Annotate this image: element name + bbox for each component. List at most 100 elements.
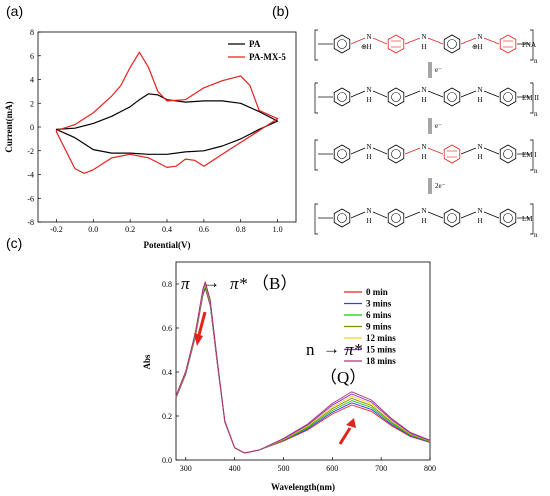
bond <box>460 147 477 155</box>
repeat-subscript: n <box>534 110 538 118</box>
nitrogen-atom: N <box>366 143 371 151</box>
cv-legend: PA PA-MX-5 <box>228 39 286 62</box>
hydrogen-atom: H <box>366 43 371 51</box>
positive-charge: ⊕ <box>361 43 367 51</box>
uvvis-ylabel: Abs <box>142 354 152 370</box>
bond <box>404 211 421 219</box>
cv-ytick-label: 2 <box>30 99 34 108</box>
uvvis-series-5 <box>175 282 431 454</box>
hydrogen-atom: H <box>366 96 371 104</box>
legend-label-5: 15 mins <box>366 345 396 355</box>
positive-charge: ⊕ <box>472 43 478 51</box>
uvvis-xtick-label: 400 <box>229 464 241 473</box>
bond <box>427 211 444 219</box>
legend-label-4: 12 mins <box>366 333 396 343</box>
cv-xtick-label: 1.0 <box>273 225 283 234</box>
bond <box>460 90 477 98</box>
uvvis-xlabel: Wavelength(nm) <box>271 482 335 492</box>
electron-label: 2e⁻ <box>435 182 446 190</box>
uvvis-xtick-label: 500 <box>277 464 289 473</box>
benzene-ring <box>499 87 517 107</box>
bond <box>427 147 444 155</box>
annot-n: n <box>306 340 315 359</box>
benzene-ring-aromatic <box>503 92 513 102</box>
bond <box>372 147 388 155</box>
nitrogen-atom: N <box>421 143 426 151</box>
bond <box>372 90 388 98</box>
structure-label: EM II <box>522 94 540 102</box>
annot-paren-q: （Q） <box>320 368 366 387</box>
bond <box>404 37 421 45</box>
bond <box>427 37 444 45</box>
bond <box>404 90 421 98</box>
uvvis-ytick-label: 0.2 <box>162 412 172 421</box>
repeat-subscript: n <box>534 167 538 175</box>
bond <box>404 147 421 155</box>
benzene-ring-aromatic <box>447 92 457 102</box>
benzene-ring <box>499 34 517 54</box>
benzene-ring-aromatic <box>503 149 513 159</box>
cv-ytick-label: -8 <box>27 218 34 227</box>
bracket-left <box>314 139 318 171</box>
legend-label-1: 3 mins <box>366 299 392 309</box>
cv-xtick-label: 0.2 <box>125 225 135 234</box>
hydrogen-atom: H <box>421 153 426 161</box>
annot-arrow-b: → <box>203 273 220 292</box>
benzene-ring-aromatic <box>337 149 347 159</box>
bond <box>460 211 477 219</box>
nitrogen-atom: N <box>477 207 482 215</box>
nitrogen-atom: N <box>477 143 482 151</box>
cv-xtick-label: 0.8 <box>236 225 246 234</box>
nitrogen-atom: N <box>366 207 371 215</box>
panel-label-b: (b) <box>272 3 289 19</box>
bond <box>427 90 444 98</box>
bracket-right <box>530 82 534 114</box>
uvvis-chart: 300 400 500 600 700 800 0.0 0.2 0.4 0.6 0.8 0 min 3… <box>142 261 436 492</box>
cv-chart: -0.2 0.0 0.2 0.4 0.6 0.8 1.0 -8 -6 -4 -2 0 2 4 6 8 PA P… <box>4 28 297 250</box>
bracket-right <box>530 203 534 235</box>
benzene-ring <box>387 34 405 54</box>
annot-pi-star: π* <box>230 274 248 293</box>
trend-arrow-down <box>194 311 207 346</box>
uvvis-xtick-label: 600 <box>326 464 338 473</box>
cv-series-pa-mx-5 <box>55 51 279 174</box>
legend-label-pa-mx-5: PA-MX-5 <box>249 52 286 62</box>
benzene-ring <box>499 208 517 228</box>
hydrogen-atom: H <box>366 217 371 225</box>
benzene-ring <box>387 208 405 228</box>
trend-arrow-up <box>338 418 356 445</box>
annotation-pi-b: π → π* （B） <box>181 273 297 293</box>
structure-label: PNA <box>522 41 536 49</box>
repeat-subscript: n <box>534 57 538 65</box>
hydrogen-atom: H <box>477 217 482 225</box>
nitrogen-atom: N <box>366 33 371 41</box>
benzene-ring <box>443 208 461 228</box>
bond <box>350 147 366 155</box>
benzene-ring <box>443 144 461 164</box>
nitrogen-atom: N <box>477 33 482 41</box>
bond <box>483 211 500 219</box>
bond <box>372 211 388 219</box>
benzene-ring-aromatic <box>503 213 513 223</box>
hydrogen-atom: H <box>477 43 482 51</box>
nitrogen-atom: N <box>421 207 426 215</box>
uvvis-plot-frame <box>175 261 431 461</box>
benzene-ring-aromatic <box>337 92 347 102</box>
hydrogen-atom: H <box>366 153 371 161</box>
legend-label-3: 9 mins <box>366 322 392 332</box>
benzene-ring <box>333 87 351 107</box>
structure-label: LM <box>522 215 533 223</box>
bracket-left <box>314 203 318 235</box>
uvvis-ytick-label: 0.6 <box>162 324 172 333</box>
uvvis-xtick-label: 700 <box>375 464 387 473</box>
uvvis-ytick-label: 0.4 <box>162 368 172 377</box>
cv-xlabel: Potential(V) <box>144 240 191 250</box>
legend-label-pa: PA <box>249 39 261 49</box>
nitrogen-atom: N <box>366 86 371 94</box>
cv-xtick-label: -0.2 <box>50 225 63 234</box>
bond <box>483 147 500 155</box>
benzene-ring-aromatic <box>447 213 457 223</box>
